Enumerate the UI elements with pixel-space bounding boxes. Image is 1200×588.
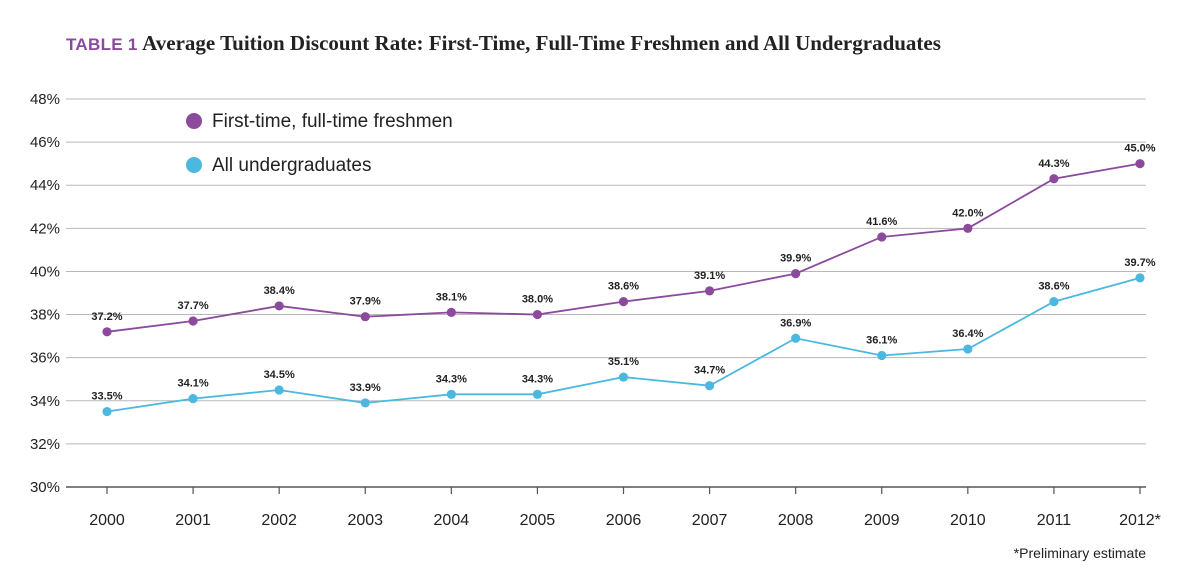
footnote: *Preliminary estimate	[1013, 545, 1146, 561]
data-label-freshmen: 38.1%	[436, 291, 467, 303]
data-label-undergrad: 36.4%	[952, 328, 983, 340]
data-point-undergrad	[1049, 297, 1059, 307]
data-point-undergrad	[877, 350, 887, 361]
chart-title-text: Average Tuition Discount Rate: First-Tim…	[142, 31, 941, 55]
data-label-undergrad: 34.3%	[522, 373, 553, 385]
chart-title: TABLE 1 Average Tuition Discount Rate: F…	[66, 31, 941, 56]
data-point-freshmen	[618, 297, 629, 307]
x-tick-label: 2011	[1037, 512, 1072, 529]
data-label-freshmen: 41.6%	[866, 216, 897, 228]
y-tick-label: 30%	[30, 479, 60, 496]
data-point-freshmen	[274, 301, 284, 311]
x-tick-label: 2003	[347, 512, 383, 529]
data-point-undergrad	[102, 406, 112, 417]
data-point-undergrad	[963, 344, 973, 354]
x-tick-label: 2005	[520, 512, 556, 529]
data-point-undergrad	[446, 389, 456, 399]
data-label-freshmen: 45.0%	[1124, 143, 1155, 155]
data-point-freshmen	[360, 312, 370, 322]
y-tick-label: 44%	[30, 177, 60, 194]
data-label-freshmen: 38.6%	[608, 281, 639, 293]
data-label-undergrad: 34.1%	[177, 378, 208, 390]
data-point-undergrad	[274, 385, 284, 395]
data-label-freshmen: 39.9%	[780, 253, 811, 265]
data-label-freshmen: 38.4%	[264, 285, 295, 297]
data-point-freshmen	[102, 327, 112, 337]
data-label-freshmen: 37.9%	[350, 296, 381, 308]
y-tick-label: 40%	[30, 263, 60, 280]
data-label-undergrad: 33.5%	[91, 391, 122, 403]
legend-marker-freshmen	[186, 113, 202, 129]
x-tick-label: 2006	[606, 512, 642, 529]
data-point-freshmen	[704, 286, 715, 296]
data-label-freshmen: 39.1%	[694, 270, 725, 282]
x-tick-label: 2004	[434, 512, 470, 529]
x-tick-label: 2010	[950, 512, 986, 529]
series-line-freshmen	[106, 162, 1141, 333]
x-tick-label: 2007	[692, 512, 728, 529]
data-point-undergrad	[1135, 273, 1145, 283]
data-point-undergrad	[704, 381, 715, 391]
y-tick-label: 42%	[30, 220, 60, 237]
data-point-freshmen	[532, 309, 543, 320]
data-point-freshmen	[963, 223, 973, 233]
legend-marker-undergrad	[186, 157, 202, 173]
data-point-freshmen	[446, 307, 456, 317]
data-point-freshmen	[1135, 159, 1145, 169]
data-point-undergrad	[791, 333, 801, 343]
data-point-undergrad	[360, 398, 370, 408]
legend-label-freshmen: First-time, full-time freshmen	[212, 111, 453, 132]
x-tick-label: 2008	[778, 512, 814, 529]
y-tick-label: 48%	[30, 91, 60, 108]
legend-label-undergrad: All undergraduates	[212, 155, 372, 176]
data-point-undergrad	[532, 389, 543, 399]
data-label-freshmen: 38.0%	[522, 294, 553, 306]
data-point-freshmen	[1049, 174, 1059, 184]
data-label-undergrad: 39.7%	[1124, 257, 1155, 269]
y-tick-label: 38%	[30, 307, 60, 324]
data-label-undergrad: 34.5%	[264, 369, 295, 381]
data-label-freshmen: 37.7%	[177, 300, 208, 312]
data-point-undergrad	[618, 372, 629, 382]
y-tick-label: 46%	[30, 134, 60, 151]
data-point-undergrad	[188, 394, 198, 404]
data-label-undergrad: 34.3%	[436, 373, 467, 385]
data-label-freshmen: 37.2%	[91, 311, 122, 323]
data-label-undergrad: 35.1%	[608, 356, 639, 368]
data-label-undergrad: 34.7%	[694, 365, 725, 377]
data-label-undergrad: 33.9%	[350, 382, 381, 394]
data-label-freshmen: 44.3%	[1038, 158, 1069, 170]
data-label-undergrad: 38.6%	[1038, 281, 1069, 293]
x-tick-label: 2000	[89, 512, 125, 529]
data-label-undergrad: 36.9%	[780, 317, 811, 329]
data-label-undergrad: 36.1%	[866, 335, 897, 347]
x-tick-label: 2001	[175, 512, 211, 529]
table-tag: TABLE 1	[66, 35, 138, 54]
data-point-freshmen	[791, 269, 801, 279]
y-tick-label: 34%	[30, 393, 60, 410]
y-tick-label: 32%	[30, 436, 60, 453]
x-tick-label: 2002	[261, 512, 297, 529]
y-tick-label: 36%	[30, 350, 60, 367]
x-tick-label: 2009	[864, 512, 900, 529]
x-tick-label: 2012*	[1119, 512, 1161, 529]
data-point-freshmen	[188, 316, 198, 326]
data-point-freshmen	[877, 232, 887, 242]
data-label-freshmen: 42.0%	[952, 207, 983, 219]
